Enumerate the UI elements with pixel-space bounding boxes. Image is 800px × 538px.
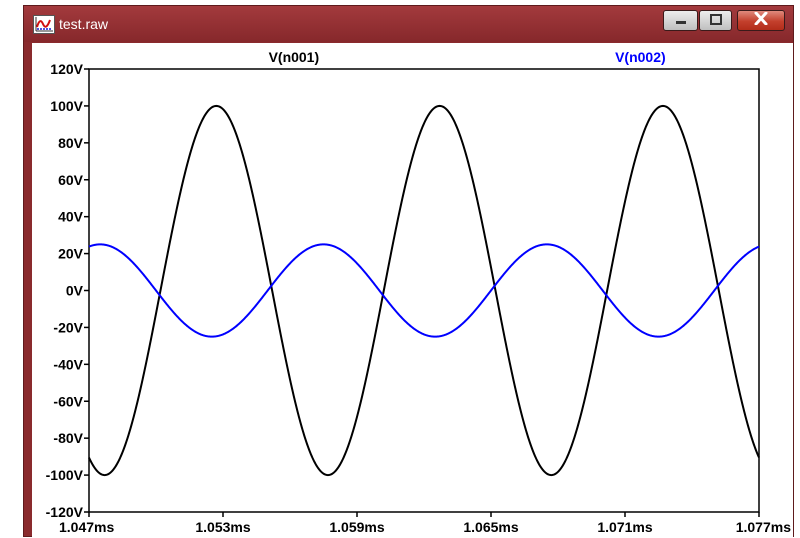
plot-pane[interactable]: V(n001) V(n002) 120V 100V 80V 60V 40V 20V 0V -20… xyxy=(32,43,793,538)
y-tick-label: 40V xyxy=(58,209,84,225)
plot-canvas[interactable]: V(n001) V(n002) 120V 100V 80V 60V 40V 20V 0V -20… xyxy=(32,43,793,538)
minimize-button[interactable] xyxy=(663,10,698,31)
y-tick-label: 80V xyxy=(58,135,84,151)
series-traces xyxy=(88,104,760,477)
plot-frame xyxy=(88,68,760,513)
legend: V(n001) V(n002) xyxy=(269,49,666,65)
close-button[interactable] xyxy=(737,10,785,31)
x-tick-label: 1.065ms xyxy=(463,519,518,535)
y-tick-label: 0V xyxy=(66,283,84,299)
y-tick-label: 100V xyxy=(50,98,83,114)
x-tick-label: 1.077ms xyxy=(736,519,791,535)
legend-entry[interactable]: V(n001) xyxy=(269,49,320,65)
close-icon xyxy=(754,11,768,30)
y-tick-label: -40V xyxy=(53,356,83,372)
y-tick-label: 120V xyxy=(50,61,83,77)
maximize-button[interactable] xyxy=(699,10,732,31)
y-tick-label: 60V xyxy=(58,172,84,188)
title-bar[interactable]: test.raw xyxy=(24,6,793,42)
x-tick-label: 1.059ms xyxy=(329,519,384,535)
y-tick-label: -120V xyxy=(46,504,84,520)
legend-entry[interactable]: V(n002) xyxy=(615,49,666,65)
minimize-icon xyxy=(675,12,687,30)
series-line[interactable] xyxy=(88,243,760,338)
x-tick-label: 1.047ms xyxy=(59,519,114,535)
y-tick-label: -20V xyxy=(53,319,83,335)
y-tick-label: -80V xyxy=(53,430,83,446)
window-title: test.raw xyxy=(59,16,109,32)
y-tick-label: 20V xyxy=(58,246,84,262)
x-axis: 1.047ms 1.053ms 1.059ms 1.065ms 1.071ms 1.077… xyxy=(59,512,791,535)
waveform-viewer-icon xyxy=(33,15,55,34)
y-axis: 120V 100V 80V 60V 40V 20V 0V -20V -40V -60V -80V -1… xyxy=(46,61,89,520)
x-tick-label: 1.071ms xyxy=(597,519,652,535)
plot-window: test.raw V(n001) V(n002) 120V 100V 80V 60V 40… xyxy=(23,5,794,538)
x-tick-label: 1.053ms xyxy=(195,519,250,535)
y-tick-label: -60V xyxy=(53,393,83,409)
y-tick-label: -100V xyxy=(46,467,84,483)
series-line[interactable] xyxy=(88,104,760,477)
maximize-icon xyxy=(709,12,722,30)
